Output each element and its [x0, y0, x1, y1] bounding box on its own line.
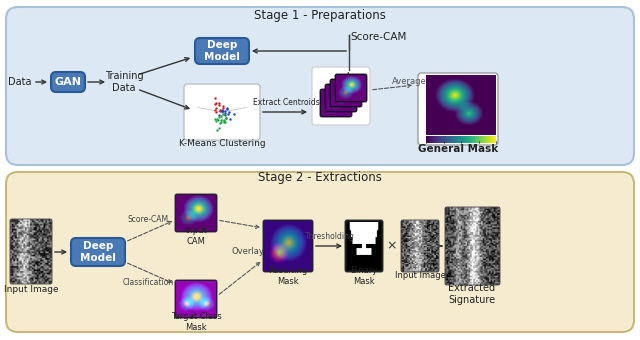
Point [218, 112, 228, 117]
Point [210, 101, 220, 106]
Point [220, 110, 230, 116]
Point [216, 114, 227, 119]
FancyBboxPatch shape [175, 194, 217, 232]
Point [219, 118, 229, 124]
FancyBboxPatch shape [320, 89, 352, 117]
Text: Stage 1 - Preparations: Stage 1 - Preparations [254, 8, 386, 21]
Point [210, 107, 220, 113]
FancyBboxPatch shape [418, 73, 498, 145]
Point [220, 108, 230, 114]
Text: K-Means Clustering: K-Means Clustering [179, 139, 266, 149]
Point [211, 118, 221, 124]
FancyBboxPatch shape [325, 84, 357, 112]
FancyBboxPatch shape [6, 172, 634, 332]
Point [215, 107, 225, 112]
Text: GAN: GAN [54, 77, 81, 87]
Point [214, 120, 225, 126]
FancyBboxPatch shape [195, 38, 249, 64]
Point [216, 117, 227, 122]
Text: Classification: Classification [122, 278, 173, 287]
Point [214, 108, 225, 114]
Point [221, 115, 231, 121]
Text: Data: Data [8, 77, 32, 87]
Point [221, 115, 231, 121]
Text: Resulting
Mask: Resulting Mask [268, 266, 308, 286]
FancyBboxPatch shape [175, 280, 217, 318]
Point [210, 96, 220, 101]
FancyBboxPatch shape [71, 238, 125, 266]
Point [219, 119, 229, 125]
Point [225, 116, 236, 122]
Point [214, 112, 224, 117]
Text: ×: × [387, 239, 397, 253]
Text: General Mask: General Mask [418, 144, 498, 154]
Text: Stage 2 - Extractions: Stage 2 - Extractions [258, 171, 382, 185]
Point [223, 111, 233, 116]
Text: Deep
Model: Deep Model [80, 241, 116, 263]
Point [216, 119, 227, 125]
Text: Extracted
Signature: Extracted Signature [449, 283, 495, 305]
FancyBboxPatch shape [184, 84, 260, 140]
Text: Score-CAM: Score-CAM [127, 215, 168, 224]
FancyBboxPatch shape [6, 7, 634, 165]
Point [220, 119, 230, 125]
Point [210, 116, 220, 121]
Point [217, 108, 227, 114]
Point [212, 116, 223, 121]
Point [218, 103, 228, 109]
Point [211, 100, 221, 105]
Point [219, 117, 229, 123]
Point [219, 111, 229, 117]
Point [212, 128, 222, 133]
Point [223, 110, 234, 115]
Point [214, 100, 224, 106]
Point [213, 117, 223, 122]
FancyBboxPatch shape [263, 220, 313, 272]
Point [211, 109, 221, 114]
Text: Average: Average [392, 78, 427, 86]
Point [222, 106, 232, 112]
FancyBboxPatch shape [330, 79, 362, 107]
Text: Input Image: Input Image [4, 285, 58, 293]
FancyBboxPatch shape [345, 220, 383, 272]
Point [217, 108, 227, 114]
Point [214, 102, 224, 108]
FancyBboxPatch shape [51, 72, 85, 92]
FancyBboxPatch shape [312, 67, 370, 125]
Text: Thresholding: Thresholding [305, 232, 355, 241]
Point [218, 108, 228, 113]
Text: Deep
Model: Deep Model [204, 40, 240, 62]
Text: Extract Centroids: Extract Centroids [253, 98, 319, 107]
Text: Input
CAM: Input CAM [185, 226, 207, 246]
Point [214, 125, 225, 131]
Text: Overlay: Overlay [232, 248, 264, 256]
Text: Training
Data: Training Data [105, 71, 143, 93]
Text: Binary
Mask: Binary Mask [350, 266, 378, 286]
FancyBboxPatch shape [335, 74, 367, 102]
Point [229, 111, 239, 117]
Text: Target Class
Mask: Target Class Mask [171, 312, 221, 332]
Point [218, 105, 228, 110]
Text: Score-CAM: Score-CAM [350, 32, 406, 42]
Point [220, 112, 230, 118]
Point [214, 114, 224, 119]
Point [216, 107, 227, 112]
Point [222, 105, 232, 110]
Point [211, 105, 221, 111]
Text: Input Image: Input Image [395, 272, 445, 280]
